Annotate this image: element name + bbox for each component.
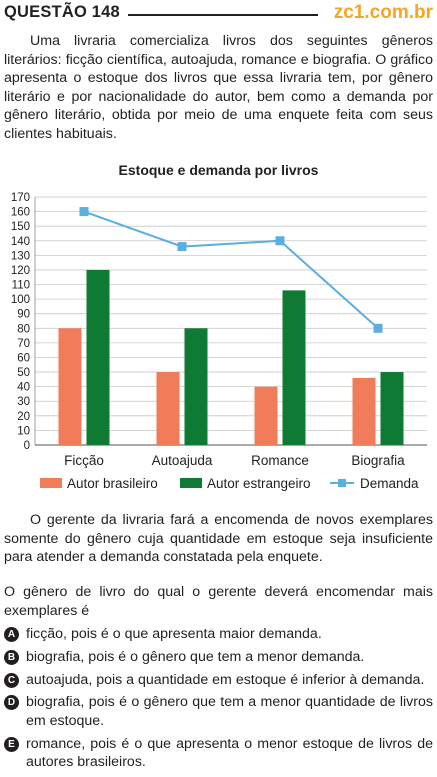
- legend-swatch-1: [180, 478, 202, 488]
- option-d[interactable]: D biografia, pois é o gênero que tem a m…: [4, 693, 433, 730]
- bar-estrangeiro-0: [86, 269, 110, 445]
- demand-point-2: [275, 236, 285, 246]
- option-a-badge: A: [4, 627, 19, 642]
- y-tick-label: 130: [11, 250, 30, 262]
- y-tick-label: 80: [17, 323, 30, 335]
- bar-estrangeiro-2: [282, 290, 306, 445]
- x-category-label: Ficção: [64, 453, 104, 468]
- header-divider: [128, 14, 318, 16]
- y-tick-label: 30: [17, 396, 30, 408]
- y-tick-label: 20: [17, 411, 30, 423]
- option-b-badge: B: [4, 649, 19, 665]
- option-d-badge: D: [4, 695, 19, 711]
- brand-watermark: zc1.com.br: [333, 2, 433, 23]
- legend-marker: [338, 479, 346, 487]
- y-tick-label: 140: [11, 236, 30, 248]
- y-tick-label: 50: [17, 367, 30, 379]
- option-c[interactable]: C autoajuda, pois a quantidade em estoqu…: [4, 671, 433, 690]
- bar-brasileiro-0: [58, 328, 82, 445]
- y-tick-label: 160: [11, 207, 30, 219]
- legend-label-2: Demanda: [360, 476, 419, 491]
- question-number: QUESTÃO 148: [4, 3, 120, 21]
- paragraph-order-rule: O gerente da livraria fará a encomenda d…: [4, 512, 433, 566]
- bar-brasileiro-3: [352, 377, 376, 445]
- y-tick-label: 0: [24, 440, 30, 452]
- y-tick-label: 10: [17, 425, 30, 437]
- x-category-label: Biografia: [351, 453, 405, 468]
- demand-point-0: [79, 207, 89, 217]
- option-e-badge: E: [4, 736, 19, 752]
- option-b[interactable]: B biografia, pois é o gênero que tem a m…: [4, 648, 433, 667]
- y-tick-label: 90: [17, 309, 30, 321]
- y-tick-label: 120: [11, 265, 30, 277]
- legend-swatch-0: [40, 478, 62, 488]
- option-c-text: autoajuda, pois a quantidade em estoque …: [26, 671, 425, 688]
- x-category-label: Autoajuda: [152, 453, 213, 468]
- bar-brasileiro-2: [254, 386, 278, 445]
- option-b-text: biografia, pois é o gênero que tem a men…: [26, 648, 365, 665]
- answer-options: A ficção, pois é o que apresenta maior d…: [4, 625, 433, 776]
- demand-point-3: [373, 323, 383, 333]
- legend-label-0: Autor brasileiro: [67, 476, 158, 491]
- y-tick-label: 100: [11, 294, 30, 306]
- chart-title: Estoque e demanda por livros: [118, 162, 319, 178]
- legend-label-1: Autor estrangeiro: [207, 476, 311, 491]
- option-a[interactable]: A ficção, pois é o que apresenta maior d…: [4, 625, 433, 644]
- y-tick-label: 170: [11, 192, 30, 204]
- y-tick-label: 60: [17, 352, 30, 364]
- y-tick-label: 70: [17, 338, 30, 350]
- bar-estrangeiro-3: [380, 372, 404, 445]
- demand-line: [83, 210, 379, 330]
- option-e-text: romance, pois é o que apresenta o menor …: [26, 735, 433, 771]
- x-category-label: Romance: [251, 453, 309, 468]
- y-tick-label: 40: [17, 382, 30, 394]
- option-d-text: biografia, pois é o gênero que tem a men…: [26, 694, 433, 729]
- option-c-badge: C: [4, 672, 19, 688]
- question-header: QUESTÃO 148 zc1.com.br: [4, 2, 433, 25]
- option-e[interactable]: E romance, pois é o que apresenta o meno…: [4, 735, 433, 772]
- stock-demand-chart: 0 10 20 30 40 50 60 70 80 90 100 110 120 130 140 150 160…: [11, 192, 427, 491]
- option-a-text: ficção, pois é o que apresenta maior dem…: [26, 626, 322, 642]
- bar-estrangeiro-1: [184, 328, 208, 445]
- y-tick-label: 150: [11, 221, 30, 233]
- y-tick-label: 110: [12, 280, 30, 292]
- bar-brasileiro-1: [156, 372, 180, 445]
- intro-paragraph: Uma livraria comercializa livros dos seg…: [4, 33, 433, 142]
- demand-point-1: [177, 242, 187, 252]
- paragraph-question: O gênero de livro do qual o gerente deve…: [4, 584, 433, 619]
